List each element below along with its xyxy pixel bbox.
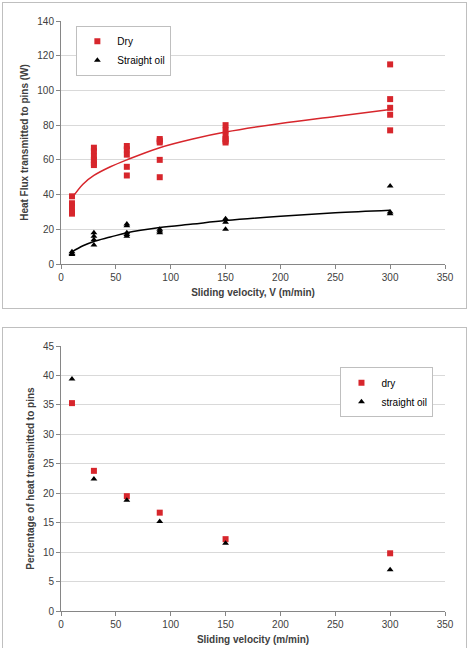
svg-text:40: 40 [43, 189, 55, 200]
svg-text:150: 150 [217, 272, 234, 283]
svg-text:60: 60 [43, 154, 55, 165]
svg-text:100: 100 [162, 619, 179, 630]
svg-text:Straight oil: Straight oil [117, 55, 164, 66]
svg-text:250: 250 [327, 272, 344, 283]
svg-text:200: 200 [272, 272, 289, 283]
svg-text:5: 5 [48, 576, 54, 587]
svg-text:30: 30 [43, 429, 55, 440]
svg-text:25: 25 [43, 458, 55, 469]
svg-text:100: 100 [162, 272, 179, 283]
svg-text:350: 350 [437, 272, 454, 283]
svg-text:0: 0 [48, 606, 54, 617]
svg-text:300: 300 [382, 272, 399, 283]
svg-text:350: 350 [437, 619, 454, 630]
svg-text:35: 35 [43, 399, 55, 410]
svg-text:0: 0 [58, 272, 64, 283]
svg-text:50: 50 [110, 619, 122, 630]
svg-text:300: 300 [382, 619, 399, 630]
svg-text:100: 100 [37, 85, 54, 96]
svg-text:120: 120 [37, 50, 54, 61]
svg-text:15: 15 [43, 517, 55, 528]
svg-text:80: 80 [43, 120, 55, 131]
svg-text:50: 50 [110, 272, 122, 283]
svg-text:Sliding velocity (m/min): Sliding velocity (m/min) [197, 634, 309, 645]
svg-text:Sliding velocity, V (m/min): Sliding velocity, V (m/min) [191, 287, 315, 298]
svg-text:Dry: Dry [117, 36, 133, 47]
svg-text:250: 250 [327, 619, 344, 630]
svg-text:20: 20 [43, 224, 55, 235]
svg-text:20: 20 [43, 488, 55, 499]
svg-text:0: 0 [58, 619, 64, 630]
svg-text:0: 0 [48, 259, 54, 270]
svg-text:200: 200 [272, 619, 289, 630]
svg-text:Percentage of heat transmitted: Percentage of heat transmitted to pins [25, 387, 36, 570]
svg-text:dry: dry [381, 378, 395, 389]
svg-text:straight oil: straight oil [381, 397, 427, 408]
svg-text:140: 140 [37, 16, 54, 27]
svg-text:10: 10 [43, 547, 55, 558]
svg-text:150: 150 [217, 619, 234, 630]
svg-text:40: 40 [43, 370, 55, 381]
svg-text:Heat Flux transmitted to pins: Heat Flux transmitted to pins (W) [19, 64, 30, 221]
svg-text:45: 45 [43, 341, 55, 352]
